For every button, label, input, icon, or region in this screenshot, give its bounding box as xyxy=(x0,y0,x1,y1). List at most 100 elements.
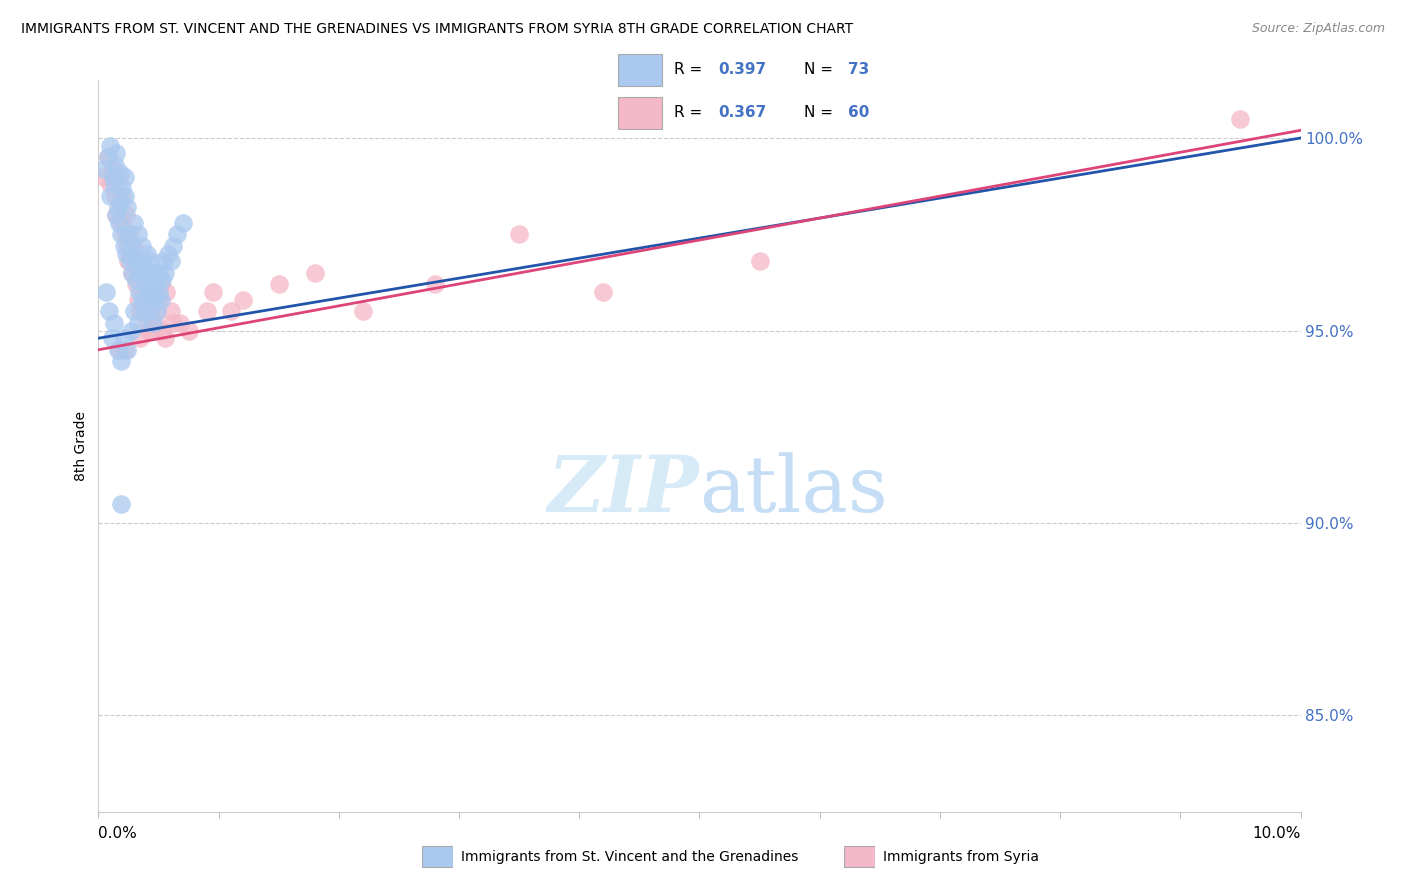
Point xyxy=(138,304,160,318)
Point xyxy=(131,293,153,307)
Point xyxy=(138,324,160,338)
Point xyxy=(100,331,122,345)
Point xyxy=(159,254,181,268)
Point xyxy=(219,304,242,318)
Point xyxy=(117,227,139,242)
Point xyxy=(159,304,181,318)
Point xyxy=(124,216,146,230)
Point xyxy=(155,285,177,299)
Text: ZIP: ZIP xyxy=(548,451,700,528)
Point xyxy=(100,138,122,153)
Point xyxy=(352,304,374,318)
Point xyxy=(128,285,150,299)
Point xyxy=(134,285,156,299)
Point xyxy=(124,254,146,268)
Point xyxy=(100,178,122,192)
Point xyxy=(148,285,170,299)
Point xyxy=(136,293,159,307)
Point xyxy=(149,293,172,307)
Point xyxy=(104,188,127,202)
Point xyxy=(108,216,131,230)
Point xyxy=(162,239,184,253)
Point xyxy=(1229,112,1251,126)
Point xyxy=(121,266,143,280)
Point xyxy=(107,169,129,184)
Point xyxy=(122,239,145,253)
Point xyxy=(110,227,132,242)
Point xyxy=(141,254,163,268)
Point xyxy=(117,254,139,268)
Point xyxy=(125,254,148,268)
Point xyxy=(129,266,152,280)
Point xyxy=(162,316,184,330)
Point xyxy=(94,285,117,299)
Point xyxy=(146,304,169,318)
Point xyxy=(117,343,139,357)
Point xyxy=(122,251,145,265)
Point xyxy=(127,293,149,307)
Point xyxy=(141,316,163,330)
Point xyxy=(93,161,115,176)
Point xyxy=(143,277,166,292)
Point xyxy=(136,266,159,280)
Point xyxy=(110,216,132,230)
Point xyxy=(132,293,155,307)
Point xyxy=(141,293,163,307)
Point xyxy=(177,324,200,338)
Point xyxy=(132,293,155,307)
Point xyxy=(124,304,146,318)
Point xyxy=(104,158,127,172)
Point xyxy=(114,169,136,184)
Point xyxy=(114,188,136,202)
Point xyxy=(108,166,131,180)
Point xyxy=(125,277,148,292)
Point xyxy=(101,161,124,176)
Point xyxy=(117,200,139,214)
Point xyxy=(115,208,138,222)
Point xyxy=(143,293,166,307)
Point xyxy=(100,188,122,202)
Text: 0.0%: 0.0% xyxy=(98,827,138,841)
Point xyxy=(145,277,167,292)
Point xyxy=(114,343,136,357)
Text: Immigrants from St. Vincent and the Grenadines: Immigrants from St. Vincent and the Gren… xyxy=(461,850,799,864)
Point xyxy=(128,266,150,280)
Point xyxy=(107,200,129,214)
Point xyxy=(120,246,142,260)
Text: N =: N = xyxy=(804,105,838,120)
Text: 0.367: 0.367 xyxy=(718,105,766,120)
Point xyxy=(135,246,157,260)
Point xyxy=(97,150,120,164)
Point xyxy=(141,304,163,318)
Point xyxy=(127,227,149,242)
Point xyxy=(267,277,290,292)
Point xyxy=(136,285,159,299)
Point xyxy=(93,169,115,184)
Point xyxy=(112,239,135,253)
Point xyxy=(148,293,170,307)
Point xyxy=(152,254,174,268)
Point xyxy=(172,216,194,230)
Text: 60: 60 xyxy=(848,105,869,120)
Point xyxy=(111,188,134,202)
FancyBboxPatch shape xyxy=(844,846,875,867)
Point xyxy=(166,227,188,242)
Point xyxy=(110,497,132,511)
Point xyxy=(304,266,326,280)
Point xyxy=(142,266,165,280)
Point xyxy=(97,150,120,164)
Text: atlas: atlas xyxy=(700,452,889,528)
Point xyxy=(152,324,174,338)
Point xyxy=(232,293,254,307)
Text: Immigrants from Syria: Immigrants from Syria xyxy=(883,850,1039,864)
Point xyxy=(132,254,155,268)
Point xyxy=(103,178,125,192)
Point xyxy=(114,227,136,242)
Point xyxy=(120,324,142,338)
Text: 73: 73 xyxy=(848,62,869,78)
Point xyxy=(148,266,170,280)
Text: 10.0%: 10.0% xyxy=(1253,827,1301,841)
Point xyxy=(101,169,124,184)
Point xyxy=(118,227,141,242)
Point xyxy=(748,254,770,268)
